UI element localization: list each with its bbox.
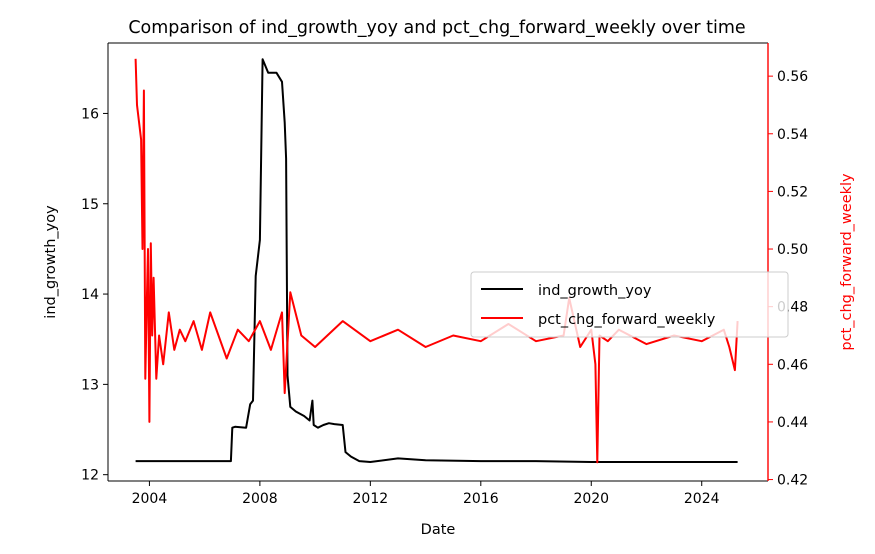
x-tick-label: 2020: [573, 491, 609, 507]
y-left-tick-label: 15: [81, 197, 99, 213]
y-left-axis-title: ind_growth_yoy: [43, 205, 59, 319]
y-left-tick-label: 14: [81, 287, 99, 303]
y-left-axis-ticks: 12 13 14 15 16: [81, 106, 108, 484]
y-right-tick-label: 0.44: [777, 415, 808, 431]
y-left-tick-label: 16: [81, 106, 99, 122]
y-right-tick-label: 0.42: [777, 473, 808, 489]
legend-box: [470, 271, 789, 338]
chart-title: Comparison of ind_growth_yoy and pct_chg…: [128, 18, 745, 38]
axes-frame: [107, 42, 769, 482]
y-left-tick-label: 12: [81, 468, 99, 484]
y-right-tick-label: 0.54: [777, 127, 808, 143]
legend-label-pct-chg-forward-weekly: pct_chg_forward_weekly: [538, 312, 716, 328]
x-tick-label: 2012: [353, 491, 389, 507]
y-right-axis-title: pct_chg_forward_weekly: [839, 173, 855, 351]
x-tick-label: 2024: [684, 491, 720, 507]
y-left-tick-label: 13: [81, 377, 99, 393]
legend-label-ind-growth-yoy: ind_growth_yoy: [538, 283, 652, 299]
y-right-tick-label: 0.56: [777, 69, 808, 85]
series-line-pct-chg-forward-weekly: [134, 58, 739, 464]
legend: ind_growth_yoy pct_chg_forward_weekly: [470, 271, 789, 338]
y-right-axis-ticks: 0.420.440.460.480.500.520.540.56: [768, 69, 808, 489]
x-axis-title: Date: [421, 522, 456, 538]
y-right-tick-label: 0.50: [777, 242, 808, 258]
series-line-ind-growth-yoy: [135, 58, 738, 463]
series-lines: [134, 58, 739, 464]
y-right-tick-label: 0.46: [777, 357, 808, 373]
x-axis-ticks: 2004 2008 2012 2016 2020 2024: [132, 481, 720, 507]
y-right-tick-label: 0.52: [777, 184, 808, 200]
x-tick-label: 2008: [242, 491, 278, 507]
x-tick-label: 2016: [463, 491, 499, 507]
x-tick-label: 2004: [132, 491, 168, 507]
